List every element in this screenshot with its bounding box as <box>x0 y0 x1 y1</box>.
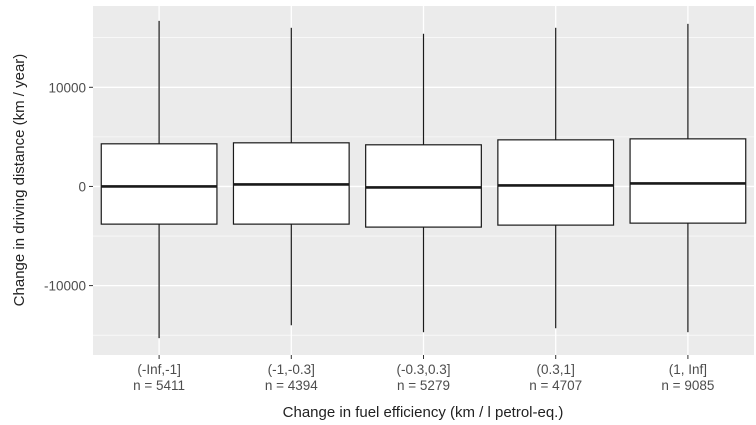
x-tick-count-label: n = 4707 <box>529 378 582 393</box>
y-tick-label: 0 <box>78 179 86 194</box>
iqr-box <box>629 138 747 224</box>
box-2 <box>232 27 350 326</box>
x-tick-label: (-1,-0.3] <box>268 362 315 377</box>
box-5 <box>629 23 747 333</box>
x-axis-title: Change in fuel efficiency (km / l petrol… <box>283 404 564 421</box>
x-axis: (-Inf,-1]n = 5411 (-1,-0.3]n = 4394 (-0.3,… <box>133 355 714 393</box>
x-tick-label: (-0.3,0.3] <box>396 362 450 377</box>
boxes <box>100 20 747 339</box>
x-tick-label: (1, Inf] <box>669 362 707 377</box>
box-4 <box>497 27 615 329</box>
iqr-box <box>365 144 482 228</box>
box-3 <box>365 33 482 333</box>
x-tick-count-label: n = 9085 <box>661 378 714 393</box>
x-tick-label: (0.3,1] <box>537 362 575 377</box>
y-tick-label: 10000 <box>48 80 86 95</box>
x-tick-count-label: n = 5411 <box>133 378 185 393</box>
box-1 <box>100 20 218 339</box>
x-tick-count-label: n = 5279 <box>397 378 450 393</box>
y-tick-label: -10000 <box>44 279 86 294</box>
iqr-box <box>100 143 218 225</box>
y-axis-title: Change in driving distance (km / year) <box>11 54 28 307</box>
x-tick-count-label: n = 4394 <box>265 378 318 393</box>
x-tick-label: (-Inf,-1] <box>137 362 181 377</box>
iqr-box <box>497 139 615 226</box>
y-axis: -10000 0 10000 <box>44 80 93 294</box>
